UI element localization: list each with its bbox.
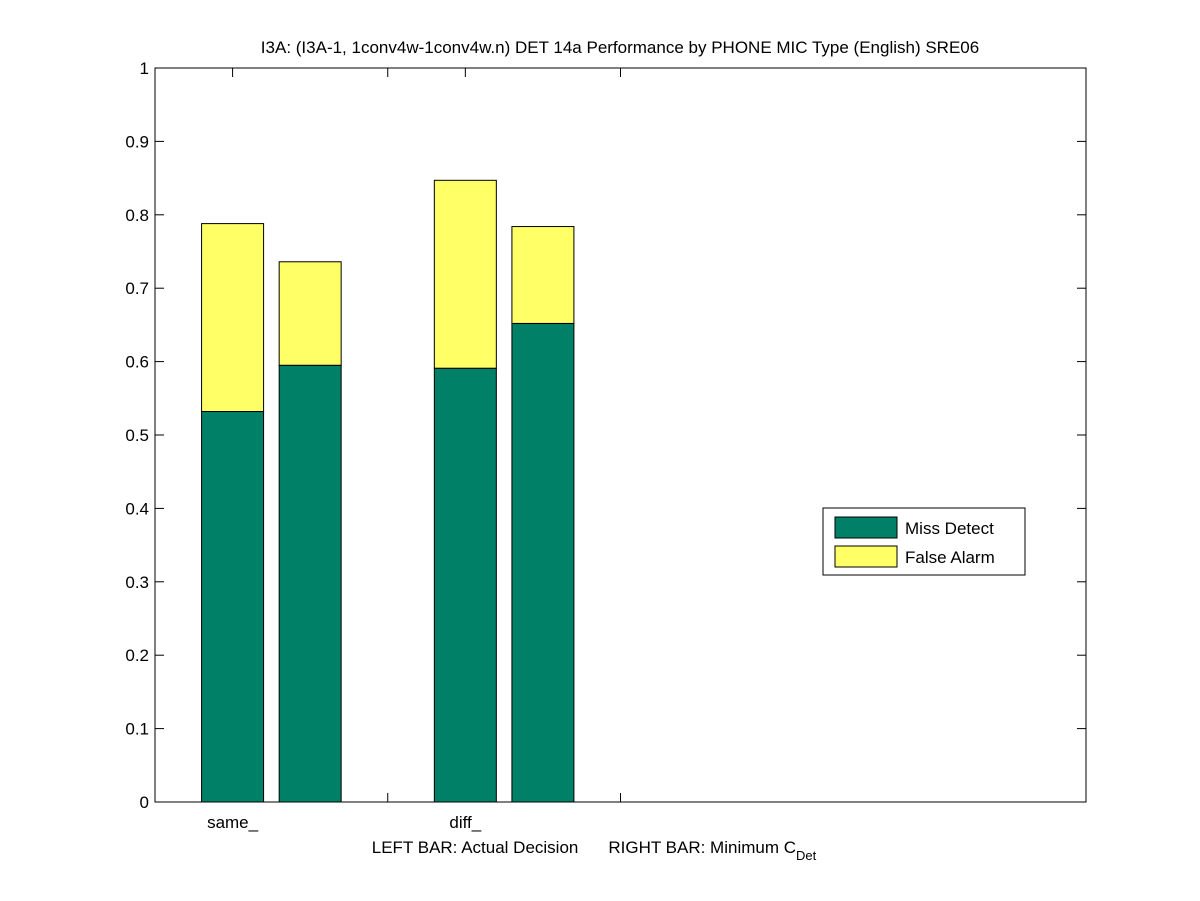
bar-false-alarm [278,261,342,366]
chart-title: I3A: (I3A-1, 1conv4w-1conv4w.n) DET 14a … [261,38,979,57]
bar-miss-detect [278,364,342,803]
y-tick-label: 0.5 [125,426,149,445]
bar-miss-detect [201,411,265,803]
legend-swatch-false-alarm [834,545,898,568]
x-tick-label: same_ [207,813,259,832]
y-tick-label: 0.4 [125,499,149,518]
x-axis-label-subscript: Det [796,848,817,863]
legend-swatch-miss-detect [834,516,898,539]
bar-false-alarm [511,226,575,324]
bar-false-alarm [433,179,497,369]
legend: Miss Detect False Alarm [822,507,1026,576]
bar-false-alarm [201,223,265,413]
y-tick-label: 0.1 [125,720,149,739]
y-tick-label: 1 [140,59,149,78]
y-tick-label: 0.3 [125,573,149,592]
x-tick-labels: same_ diff_ [207,813,482,832]
x-tick-label: diff_ [449,813,481,832]
x-axis-label-right: RIGHT BAR: Minimum C [608,838,796,857]
y-tick-label: 0.9 [125,132,149,151]
y-tick-label: 0 [140,793,149,812]
legend-label-miss-detect: Miss Detect [905,519,994,538]
bar-miss-detect [511,322,575,803]
y-tick-label: 0.2 [125,646,149,665]
x-axis-label-left: LEFT BAR: Actual Decision [372,838,579,857]
bars-layer [201,179,575,803]
y-tick-labels: 0 0.1 0.2 0.3 0.4 0.5 0.6 0.7 0.8 0.9 1 [125,59,149,812]
legend-label-false-alarm: False Alarm [905,548,995,567]
y-tick-label: 0.7 [125,279,149,298]
y-tick-label: 0.6 [125,353,149,372]
y-tick-label: 0.8 [125,206,149,225]
x-axis-label: LEFT BAR: Actual Decision RIGHT BAR: Mini… [372,838,817,863]
plot-frame [154,67,1087,803]
bar-miss-detect [433,367,497,803]
